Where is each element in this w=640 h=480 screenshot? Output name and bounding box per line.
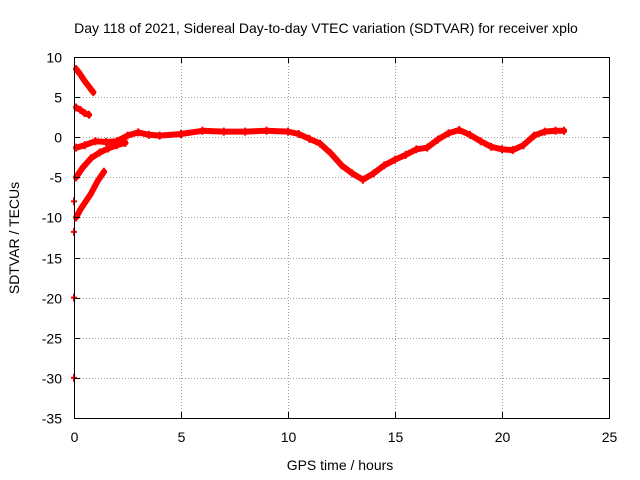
data-point [77, 70, 84, 79]
x-tick-label: 25 [602, 429, 618, 445]
data-point [242, 127, 249, 136]
data-point [145, 130, 152, 139]
data-point [81, 141, 88, 150]
data-point [434, 135, 441, 144]
data-point [135, 128, 142, 137]
data-point [413, 145, 420, 154]
data-point [105, 144, 112, 153]
data-point [327, 149, 334, 158]
series-early-top [73, 65, 97, 97]
y-tick-label: -35 [42, 411, 62, 427]
data-point [100, 167, 107, 176]
data-point [402, 150, 409, 159]
y-axis-label: SDTVAR / TECUs [6, 182, 22, 294]
data-point [199, 126, 206, 135]
y-tick-label: 0 [54, 130, 62, 146]
data-point [77, 105, 84, 114]
data-point [392, 155, 398, 164]
data-point [349, 169, 356, 178]
y-tick-label: -5 [50, 170, 63, 186]
y-tick-label: -10 [42, 210, 62, 226]
data-point [477, 137, 484, 146]
data-point [81, 199, 88, 208]
x-tick-label: 10 [281, 429, 297, 445]
series-main [73, 126, 568, 184]
data-point [285, 127, 291, 136]
data-point [156, 131, 163, 140]
data-point [424, 143, 431, 152]
x-tick-label: 0 [71, 429, 79, 445]
data-point [92, 137, 99, 146]
data-point [359, 175, 366, 184]
data-point [113, 141, 120, 150]
data-point [77, 205, 84, 214]
data-point [81, 109, 88, 118]
data-point [103, 138, 110, 147]
series-early-rising [73, 138, 129, 182]
x-tick-label: 20 [495, 429, 511, 445]
data-point [88, 189, 95, 198]
data-point [81, 77, 88, 86]
x-tick-label: 15 [388, 429, 404, 445]
plot-frame [74, 57, 610, 419]
data-point [561, 126, 568, 135]
y-tick-label: -25 [42, 331, 62, 347]
axis-ticks: 0 5 10 15 20 25 -35 -30 -25 -20 -15 -10 -5 0 5 10 [42, 50, 618, 446]
data-point [509, 146, 516, 155]
data-point [552, 126, 559, 135]
series-early-low [73, 167, 107, 222]
y-tick-label: -20 [42, 291, 62, 307]
data-point [370, 169, 377, 178]
data-point [85, 82, 92, 91]
y-tick-label: -30 [42, 371, 62, 387]
y-tick-label: -15 [42, 251, 62, 267]
data-point [306, 134, 313, 143]
data-point [85, 110, 92, 119]
data-point [88, 154, 95, 163]
x-tick-label: 5 [178, 429, 186, 445]
data-point [531, 131, 538, 140]
data-point [499, 145, 505, 154]
data-point [295, 130, 302, 139]
series-early-upper [73, 103, 92, 119]
data-points [71, 65, 568, 382]
y-tick-label: 10 [46, 50, 62, 66]
data-point [178, 130, 184, 139]
data-point [122, 138, 129, 147]
data-point [488, 142, 495, 151]
x-axis-label: GPS time / hours [287, 457, 394, 473]
data-point [263, 126, 270, 135]
grid-lines [74, 57, 609, 418]
data-point [338, 161, 345, 170]
data-point [124, 131, 131, 140]
data-point [220, 127, 227, 136]
data-point [96, 148, 103, 157]
chart-title: Day 118 of 2021, Sidereal Day-to-day VTE… [74, 20, 578, 36]
data-point [445, 129, 452, 138]
data-point [456, 126, 463, 135]
data-point [94, 177, 101, 186]
data-point [466, 130, 473, 139]
y-tick-label: 5 [54, 90, 62, 106]
data-point [79, 163, 86, 172]
data-point [381, 161, 388, 170]
data-point [541, 127, 548, 136]
data-point [90, 88, 97, 97]
data-point [520, 141, 527, 150]
data-point [317, 139, 324, 148]
